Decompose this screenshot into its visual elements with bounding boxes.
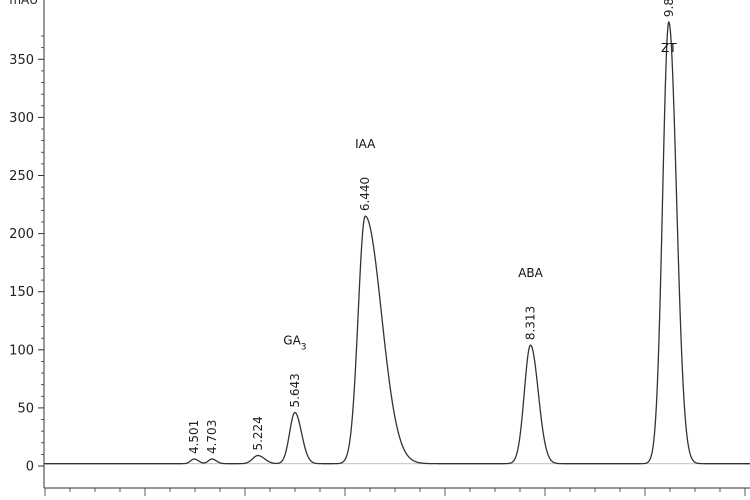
peak-rt-label: 4.703 (205, 420, 219, 454)
y-tick-label: 350 (9, 53, 34, 68)
y-tick-label: 50 (17, 401, 34, 416)
compound-label: ABA (518, 266, 543, 280)
peak-rt-label: 6.440 (358, 177, 372, 211)
compound-label: ZT (661, 41, 677, 55)
y-tick-label: 150 (9, 285, 34, 300)
y-tick-label: 250 (9, 169, 34, 184)
y-axis-unit-label: mAU (9, 0, 38, 7)
y-tick-label: 200 (9, 227, 34, 242)
compound-label: IAA (355, 137, 376, 151)
peak-rt-label: 5.643 (288, 373, 302, 407)
x-axis (44, 487, 750, 496)
chromatogram-trace (44, 20, 750, 465)
y-tick-label: 100 (9, 343, 34, 358)
compound-label: GA3 (283, 334, 306, 353)
peak-rt-label: 5.224 (251, 416, 265, 450)
peak-rt-label: 9.88 (662, 0, 676, 17)
y-tick-label: 0 (26, 460, 34, 475)
trace-layer (44, 20, 750, 465)
y-axis: mAU 0 50 100 150 200 250 300 350 (9, 0, 45, 488)
label-layer: 4.501 4.703 5.224 5.643 GA3 6.440 IAA 8.313 ABA 9… (187, 0, 677, 454)
peak-rt-label: 4.501 (187, 420, 201, 454)
peak-rt-label: 8.313 (524, 306, 538, 340)
y-tick-label: 300 (9, 111, 34, 126)
